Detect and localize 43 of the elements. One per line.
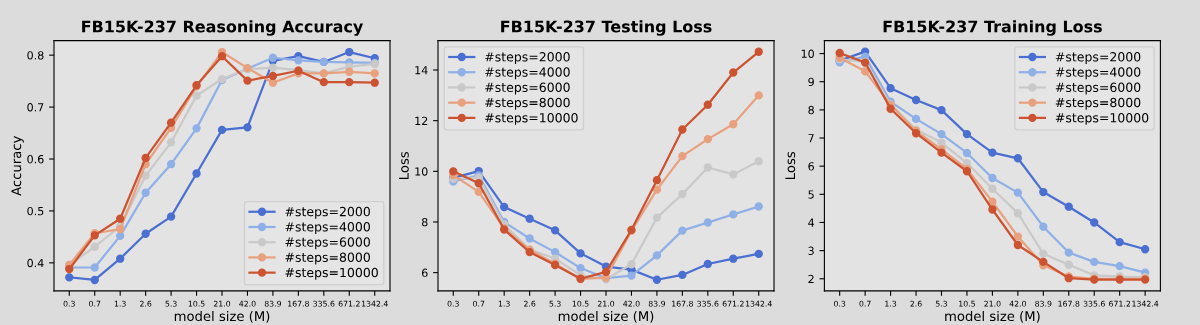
y-tick-label: 7	[808, 134, 814, 143]
y-tick-label: 8	[421, 217, 428, 227]
y-tick-label: 6	[421, 268, 428, 278]
y-tick-label: 6	[808, 162, 814, 171]
legend-label: #steps=4000	[485, 67, 570, 80]
x-axis-title: model size (M)	[558, 310, 654, 323]
legend-label: #steps=2000	[1055, 52, 1141, 64]
y-tick-label: 0.6	[27, 154, 44, 164]
y-tick-label: 12	[415, 116, 428, 125]
y-tick-label: 4	[808, 218, 815, 227]
y-axis-title: Accuracy	[11, 136, 24, 196]
y-tick-label: 0.4	[27, 258, 44, 268]
y-tick-label: 2	[808, 274, 814, 283]
chart-title: FB15K-237 Training Loss	[883, 20, 1102, 36]
legend-label: #steps=8000	[285, 252, 370, 265]
y-tick-label: 0.7	[27, 103, 44, 112]
legend-label: #steps=4000	[1055, 67, 1141, 80]
y-tick-label: 3	[808, 246, 814, 255]
y-tick-label: 14	[415, 66, 428, 75]
legend-label: #steps=6000	[1055, 82, 1141, 95]
y-tick-label: 9	[808, 77, 814, 87]
y-tick-label: 8	[808, 105, 814, 115]
legend-label: #steps=6000	[285, 237, 370, 250]
y-tick-label: 10	[801, 49, 814, 58]
legend-label: #steps=8000	[1055, 97, 1141, 110]
legend-label: #steps=4000	[285, 222, 370, 234]
x-axis-title: model size (M)	[174, 310, 270, 323]
y-axis-title: Loss	[399, 151, 409, 179]
chart-title: FB15K-237 Testing Loss	[501, 20, 712, 36]
legend-label: #steps=10000	[1055, 112, 1149, 125]
y-tick-label: 0.8	[27, 51, 44, 60]
x-axis-title: model size (M)	[945, 310, 1040, 323]
y-tick-label: 5	[808, 190, 814, 199]
legend-label: #steps=6000	[485, 82, 570, 95]
y-tick-label: 0.5	[27, 206, 44, 216]
legend-label: #steps=10000	[485, 112, 578, 125]
legend-label: #steps=2000	[285, 206, 370, 219]
legend-label: #steps=10000	[285, 267, 378, 280]
legend-label: #steps=2000	[485, 52, 570, 64]
chart-title: FB15K-237 Reasoning Accuracy	[82, 20, 364, 36]
legend-label: #steps=8000	[485, 97, 570, 110]
y-axis-title: Loss	[785, 151, 796, 179]
y-tick-label: 10	[415, 167, 428, 176]
